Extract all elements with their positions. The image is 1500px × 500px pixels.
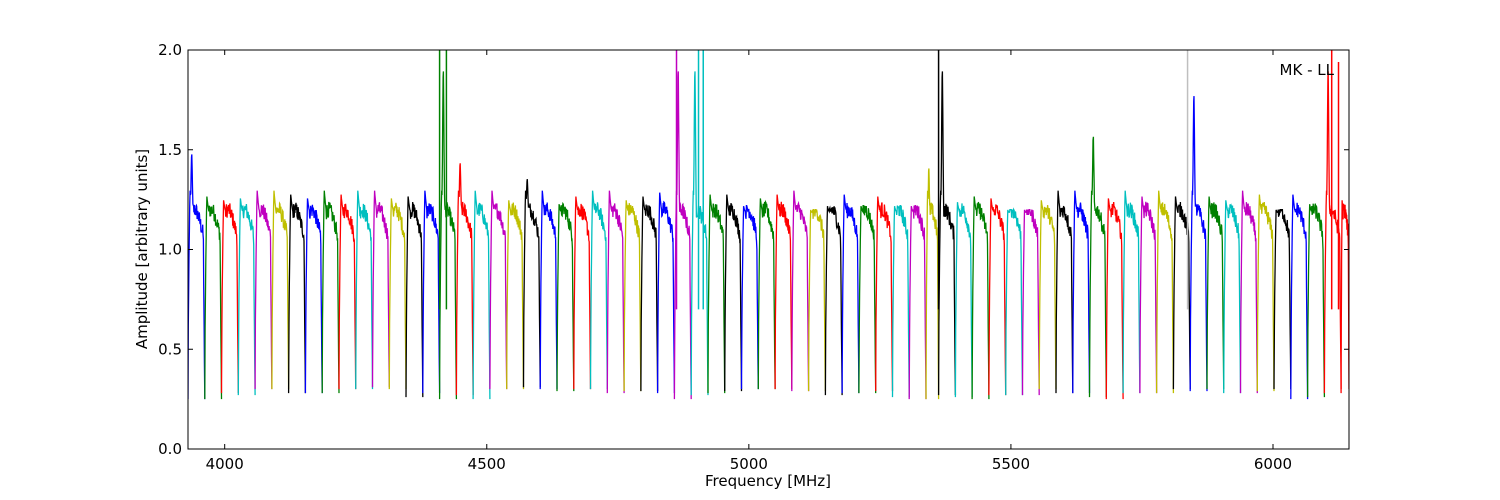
- series-line: [875, 196, 894, 392]
- series-line: [1290, 194, 1309, 400]
- series-layer: [188, 50, 1349, 400]
- x-axis-label: Frequency [MHz]: [705, 472, 831, 490]
- series-line: [472, 190, 491, 400]
- series-line: [338, 194, 357, 390]
- series-line: [271, 190, 290, 390]
- y-tick-label: 0.0: [158, 440, 182, 458]
- series-line: [388, 198, 407, 390]
- series-line: [656, 192, 676, 394]
- series-line: [455, 163, 474, 396]
- series-line: [1139, 196, 1158, 394]
- series-line: [237, 198, 256, 396]
- series-line: [1189, 96, 1208, 392]
- series-line: [405, 196, 424, 398]
- series-line: [589, 190, 608, 390]
- series-line: [1105, 198, 1124, 400]
- series-line: [438, 71, 458, 400]
- series-line: [489, 190, 508, 390]
- series-line: [807, 208, 827, 392]
- series-line: [791, 190, 810, 392]
- series-line: [971, 196, 990, 400]
- series-line: [925, 168, 940, 400]
- series-line: [371, 190, 390, 388]
- y-axis-label: Amplitude [arbitrary units]: [133, 149, 151, 349]
- series-line: [1340, 200, 1349, 390]
- series-line: [1306, 203, 1326, 398]
- series-line: [824, 205, 843, 396]
- x-tick-label: 4500: [468, 455, 506, 473]
- series-line: [1088, 136, 1107, 398]
- chart-annotation: MK - LL: [1280, 61, 1335, 79]
- series-line: [1273, 208, 1292, 390]
- series-line: [1038, 200, 1057, 390]
- series-line: [724, 194, 743, 392]
- series-line: [1005, 207, 1024, 396]
- y-tick-label: 1.5: [158, 141, 182, 159]
- series-line: [422, 190, 441, 394]
- series-line: [556, 201, 575, 392]
- series-line: [891, 204, 910, 398]
- x-tick-label: 5000: [730, 455, 768, 473]
- series-line: [522, 179, 541, 388]
- series-line: [321, 190, 340, 394]
- x-tick-label: 6000: [1254, 455, 1292, 473]
- series-line: [254, 190, 273, 390]
- series-line: [220, 200, 239, 394]
- series-line: [774, 194, 793, 390]
- series-line: [1256, 194, 1275, 392]
- series-line: [937, 71, 957, 396]
- series-line: [1072, 190, 1091, 394]
- series-line: [954, 202, 973, 398]
- series-line: [573, 196, 592, 390]
- series-line: [740, 204, 759, 390]
- series-line: [757, 198, 776, 390]
- series-line: [841, 194, 860, 394]
- series-line: [304, 198, 323, 394]
- series-line: [539, 190, 558, 390]
- series-line: [640, 196, 659, 392]
- series-line: [988, 198, 1007, 396]
- series-line: [690, 71, 709, 396]
- series-line: [1122, 190, 1141, 394]
- series-line: [707, 194, 726, 394]
- ticks-layer: 4000 4500 5000 5500 6000 0.0 0.5 1.0 1.5 2.0: [158, 41, 1349, 473]
- series-line: [623, 200, 642, 392]
- y-tick-label: 2.0: [158, 41, 182, 59]
- series-line: [188, 154, 206, 400]
- x-tick-label: 4000: [206, 455, 244, 473]
- y-tick-label: 0.5: [158, 340, 182, 358]
- series-line: [287, 194, 307, 394]
- series-line: [506, 200, 525, 390]
- series-line: [1239, 190, 1258, 394]
- y-tick-label: 1.0: [158, 241, 182, 259]
- series-line: [908, 204, 927, 400]
- series-line: [1021, 208, 1040, 396]
- x-tick-label: 5500: [992, 455, 1030, 473]
- series-line: [1055, 190, 1074, 394]
- series-line: [355, 190, 374, 390]
- series-line: [858, 204, 877, 394]
- series-line: [1223, 200, 1242, 394]
- series-line: [1206, 196, 1225, 390]
- series-line: [606, 190, 625, 394]
- series-line: [204, 196, 223, 400]
- series-line: [1155, 190, 1175, 394]
